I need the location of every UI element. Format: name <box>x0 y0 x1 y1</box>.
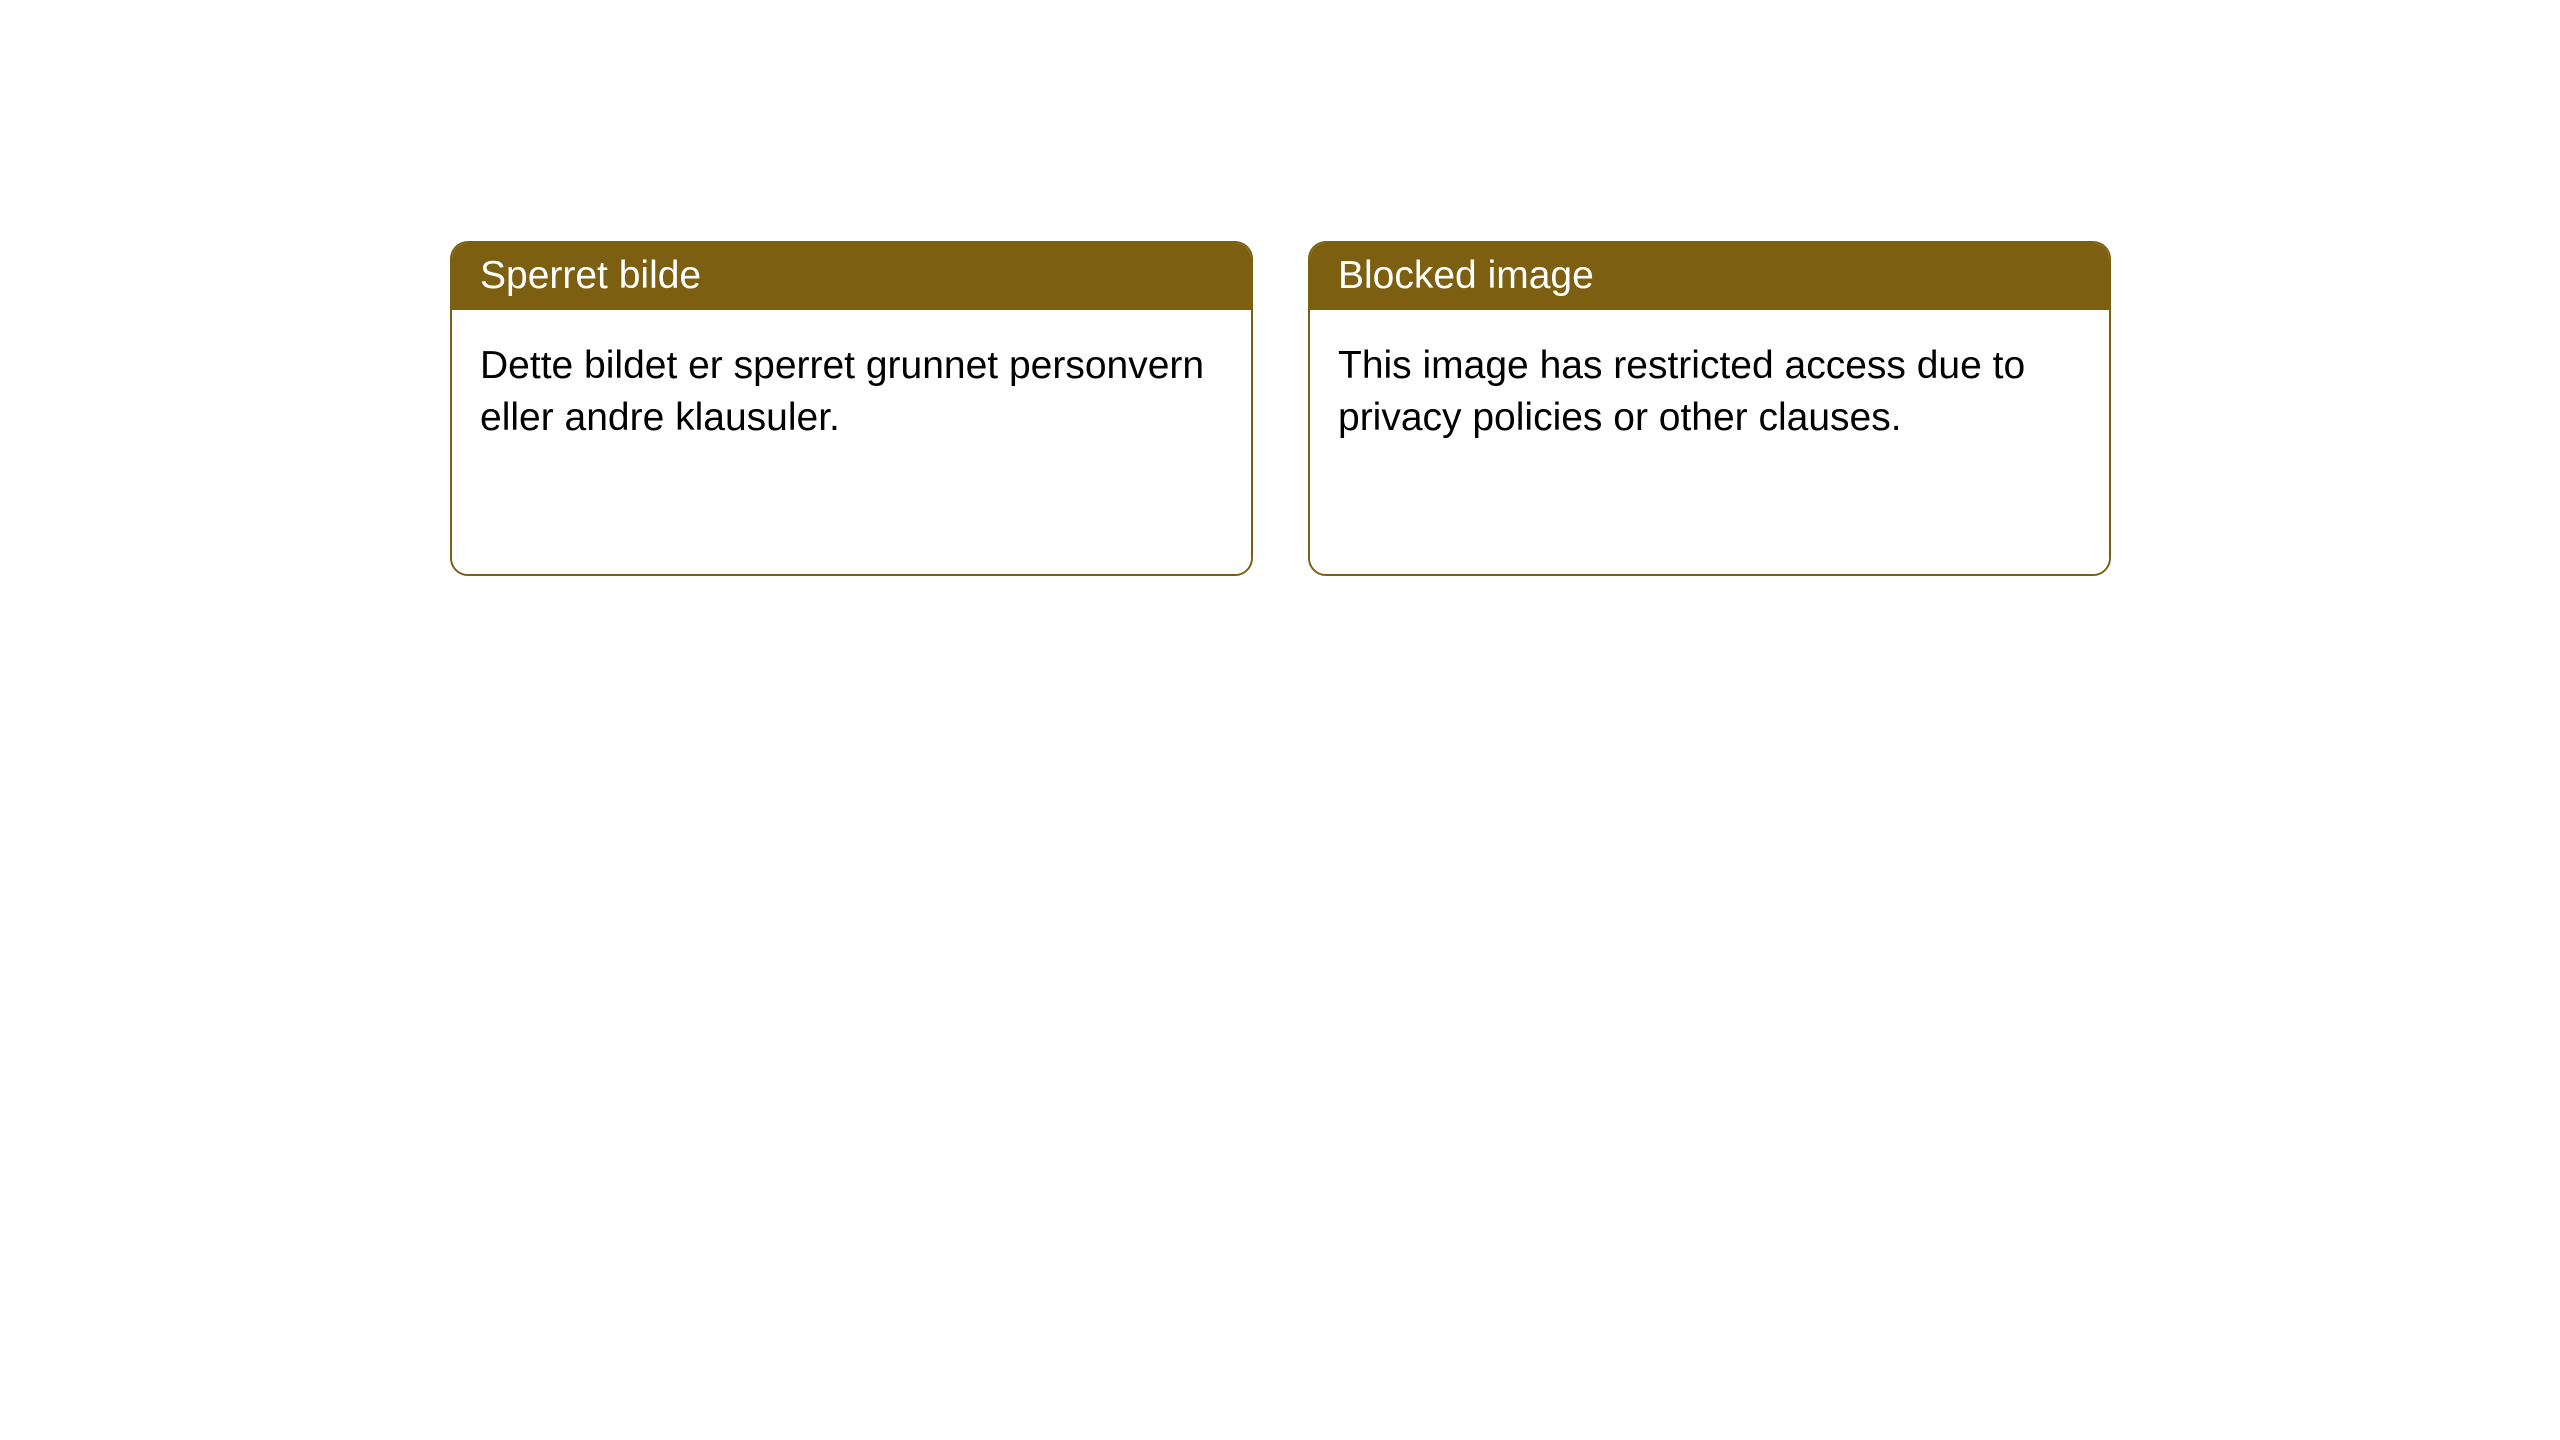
notice-body-english: This image has restricted access due to … <box>1310 310 2109 574</box>
notice-title-norwegian: Sperret bilde <box>452 243 1251 310</box>
notice-body-norwegian: Dette bildet er sperret grunnet personve… <box>452 310 1251 574</box>
notice-container: Sperret bilde Dette bildet er sperret gr… <box>450 241 2111 576</box>
notice-box-english: Blocked image This image has restricted … <box>1308 241 2111 576</box>
notice-title-english: Blocked image <box>1310 243 2109 310</box>
notice-box-norwegian: Sperret bilde Dette bildet er sperret gr… <box>450 241 1253 576</box>
